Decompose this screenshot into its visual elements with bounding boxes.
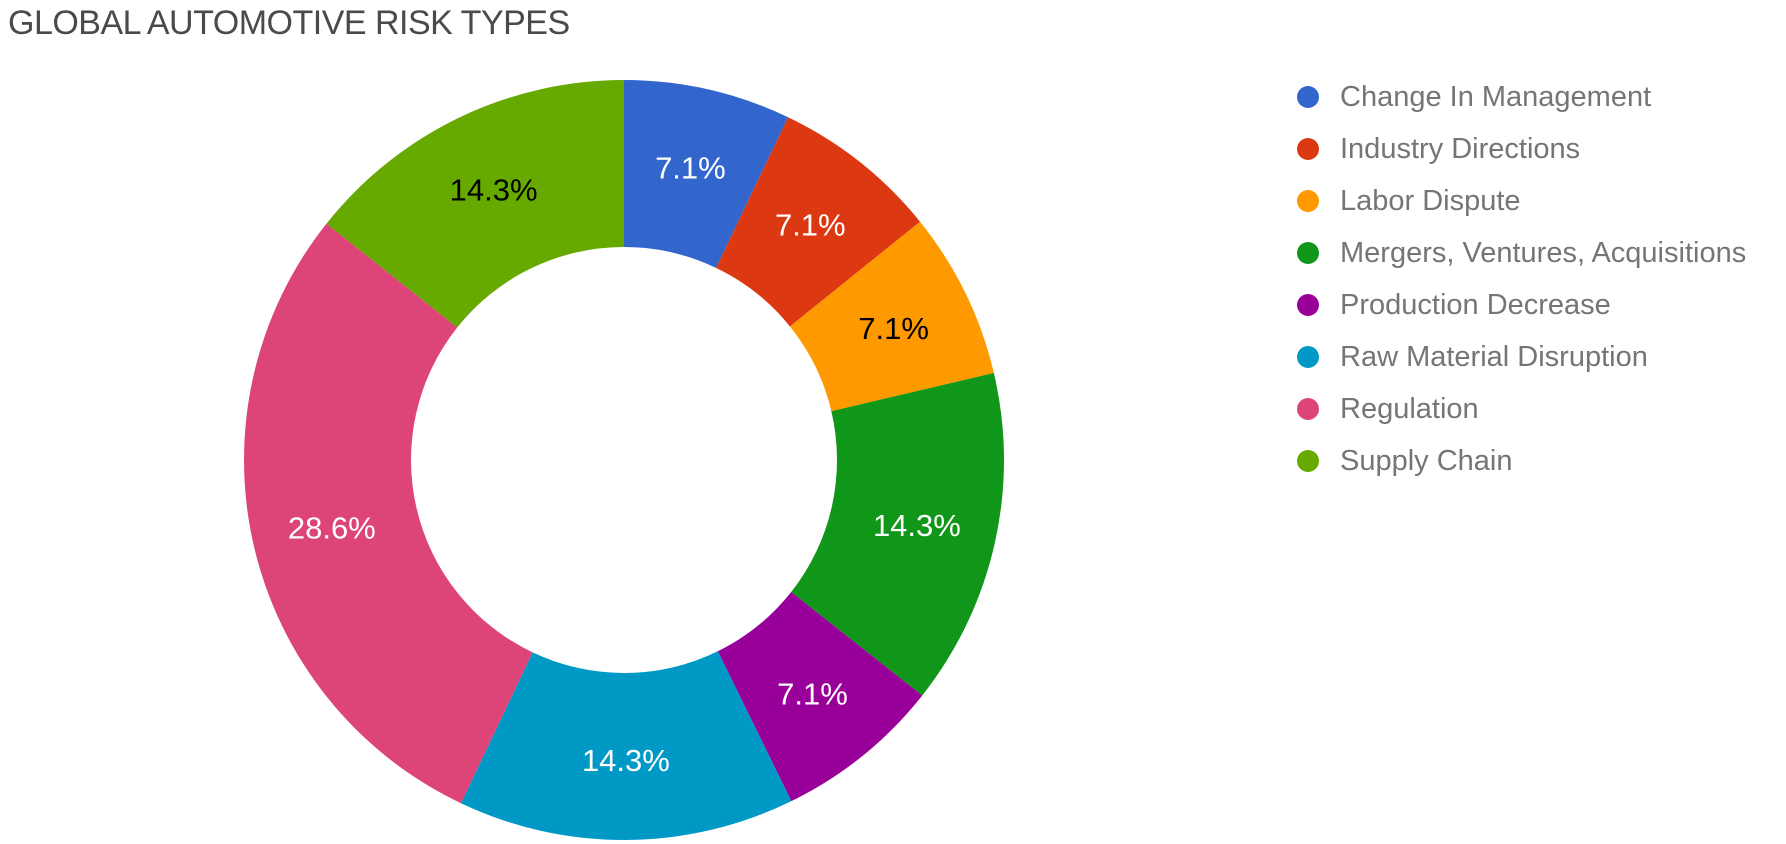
slice-mergers-ventures-acquisitions[interactable]	[791, 372, 1004, 696]
slice-supply-chain[interactable]	[326, 80, 624, 328]
legend-item-regulation: Regulation	[1297, 383, 1746, 435]
slice-raw-material-disruption[interactable]	[460, 651, 792, 840]
legend-color-dot	[1297, 398, 1319, 420]
slice-change-in-management[interactable]	[624, 80, 789, 268]
legend-color-dot	[1297, 242, 1319, 264]
legend-label: Change In Management	[1340, 80, 1652, 113]
slice-label-change-in-management: 7.1%	[655, 150, 726, 185]
slice-label-production-decrease: 7.1%	[777, 676, 848, 711]
slice-label-raw-material-disruption: 14.3%	[582, 743, 670, 778]
legend-item-production-decrease: Production Decrease	[1297, 279, 1746, 331]
legend-item-raw-material-disruption: Raw Material Disruption	[1297, 331, 1746, 383]
legend-color-dot	[1297, 294, 1319, 316]
legend-color-dot	[1297, 138, 1319, 160]
slice-label-industry-directions: 7.1%	[775, 208, 846, 243]
legend-label: Production Decrease	[1340, 288, 1611, 321]
legend-label: Supply Chain	[1340, 444, 1513, 477]
slice-label-regulation: 28.6%	[288, 511, 376, 546]
legend-color-dot	[1297, 190, 1319, 212]
legend-color-dot	[1297, 346, 1319, 368]
legend-label: Mergers, Ventures, Acquisitions	[1340, 236, 1747, 269]
slice-labor-dispute[interactable]	[789, 221, 994, 412]
slice-production-decrease[interactable]	[717, 591, 923, 802]
legend-item-supply-chain: Supply Chain	[1297, 435, 1746, 487]
legend-item-industry-directions: Industry Directions	[1297, 123, 1746, 175]
legend-color-dot	[1297, 86, 1319, 108]
legend-label: Regulation	[1340, 392, 1479, 425]
legend-item-labor-dispute: Labor Dispute	[1297, 175, 1746, 227]
legend-label: Labor Dispute	[1340, 184, 1521, 217]
legend: Change In Management Industry Directions L…	[1297, 71, 1746, 487]
legend-label: Industry Directions	[1340, 132, 1581, 165]
slice-industry-directions[interactable]	[715, 117, 921, 327]
slice-label-labor-dispute: 7.1%	[858, 311, 929, 346]
legend-color-dot	[1297, 450, 1319, 472]
slice-label-supply-chain: 14.3%	[450, 173, 538, 208]
chart-title: GLOBAL AUTOMOTIVE RISK TYPES	[8, 4, 570, 42]
slice-regulation[interactable]	[244, 223, 533, 804]
legend-item-change-in-management: Change In Management	[1297, 71, 1746, 123]
legend-item-mergers-ventures-acquisitions: Mergers, Ventures, Acquisitions	[1297, 227, 1746, 279]
slice-label-mergers-ventures-acquisitions: 14.3%	[873, 508, 961, 543]
legend-label: Raw Material Disruption	[1340, 340, 1648, 373]
